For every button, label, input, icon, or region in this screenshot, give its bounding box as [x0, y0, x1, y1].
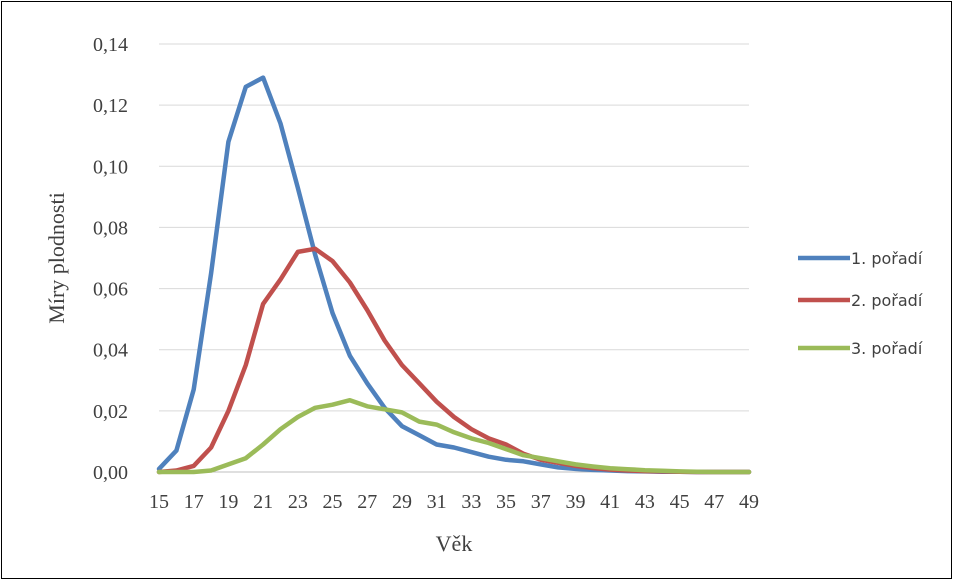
series-line-2 [156, 246, 752, 475]
series-line-3 [156, 397, 752, 475]
x-tick-label: 37 [531, 491, 551, 513]
legend-label-2: 2. pořadí [851, 291, 923, 310]
y-tick-label: 0,04 [93, 340, 128, 362]
y-tick-label: 0,08 [93, 217, 128, 239]
legend-label-1: 1. pořadí [851, 249, 923, 268]
x-tick-label: 27 [357, 491, 377, 513]
x-tick-label: 31 [427, 491, 447, 513]
x-tick-label: 21 [253, 491, 273, 513]
series-line-1 [156, 75, 752, 475]
x-tick-label: 23 [288, 491, 308, 513]
y-tick-label: 0,06 [93, 279, 128, 301]
legend: 1. pořadí 2. pořadí 3. pořadí [798, 249, 923, 358]
x-tick-label: 45 [670, 491, 690, 513]
x-axis-title: Věk [436, 531, 473, 556]
gridlines [159, 43, 749, 473]
series-lines [156, 75, 752, 475]
y-tick-label: 0,14 [93, 34, 128, 56]
x-tick-label: 19 [218, 491, 238, 513]
y-tick-label: 0,12 [93, 95, 128, 117]
x-tick-label: 43 [635, 491, 655, 513]
x-tick-label: 39 [565, 491, 585, 513]
y-tick-label: 0,02 [93, 401, 128, 423]
y-axis-title: Míry plodnosti [44, 192, 69, 323]
x-tick-label: 17 [184, 491, 204, 513]
y-tick-labels: 0,00 0,02 0,04 0,06 0,08 0,10 0,12 0,14 [93, 34, 128, 484]
x-tick-label: 35 [496, 491, 516, 513]
x-tick-label: 47 [704, 491, 724, 513]
x-tick-label: 25 [323, 491, 343, 513]
y-tick-label: 0,10 [93, 156, 128, 178]
x-tick-label: 33 [461, 491, 481, 513]
legend-label-3: 3. pořadí [851, 339, 923, 358]
x-tick-label: 29 [392, 491, 412, 513]
x-tick-label: 41 [600, 491, 620, 513]
x-tick-label: 49 [739, 491, 759, 513]
y-tick-label: 0,00 [93, 462, 128, 484]
x-tick-label: 15 [149, 491, 169, 513]
x-tick-labels: 15 17 19 21 23 25 27 29 31 33 35 37 39 41 43 45 47 49 [149, 491, 759, 513]
